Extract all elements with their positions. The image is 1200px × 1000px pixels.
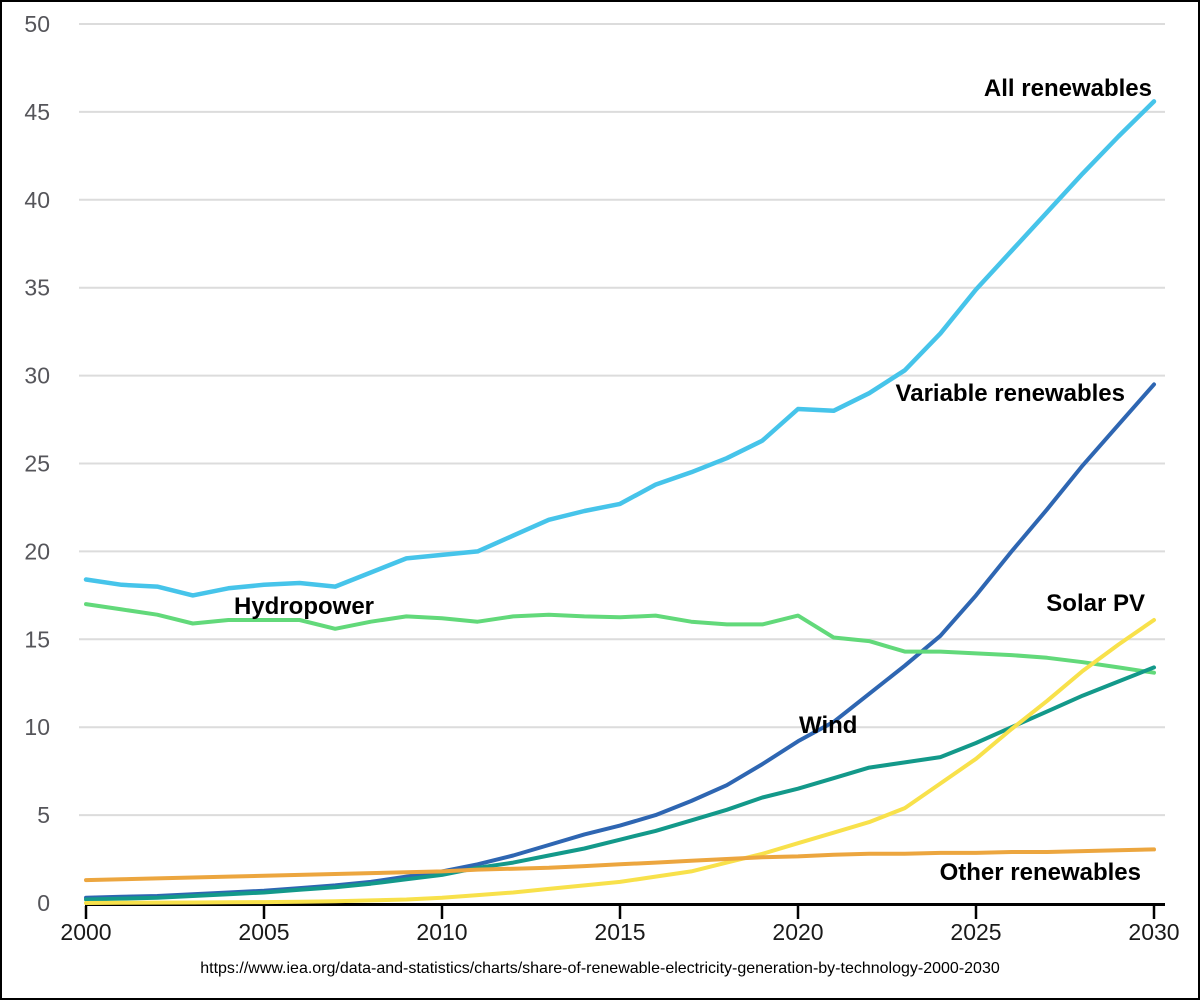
series-line-all-renewables — [83, 99, 1157, 598]
y-tick-label: 15 — [24, 626, 50, 652]
x-tick-label: 2010 — [416, 919, 467, 945]
series-line-other-renewables — [84, 847, 1156, 883]
y-tick-label: 5 — [37, 802, 50, 828]
y-tick-label: 45 — [24, 99, 50, 125]
series-label-all-renewables: All renewables — [984, 75, 1152, 102]
series-label-other-renewables: Other renewables — [940, 859, 1141, 886]
x-tick-label: 2030 — [1128, 919, 1179, 945]
y-tick-label: 0 — [37, 890, 50, 916]
series-line-solar-pv — [84, 618, 1156, 905]
source-url: https://www.iea.org/data-and-statistics/… — [200, 960, 1000, 977]
series-label-solar-pv: Solar PV — [1046, 590, 1145, 617]
y-tick-label: 20 — [24, 538, 50, 564]
x-tick-label: 2020 — [772, 919, 823, 945]
y-tick-label: 30 — [24, 363, 50, 389]
y-tick-label: 40 — [24, 187, 50, 213]
y-tick-label: 25 — [24, 451, 50, 477]
series-line-wind — [84, 665, 1156, 902]
y-tick-label: 35 — [24, 275, 50, 301]
series-label-variable-renewables: Variable renewables — [896, 380, 1125, 407]
series-label-wind: Wind — [799, 712, 857, 739]
y-tick-label: 10 — [24, 714, 50, 740]
series-label-hydropower: Hydropower — [234, 593, 374, 620]
series-line-hydropower — [84, 602, 1156, 675]
x-tick-label: 2000 — [60, 919, 111, 945]
x-tick-label: 2025 — [950, 919, 1001, 945]
series-line-variable-renewables — [84, 382, 1156, 900]
x-tick-label: 2015 — [594, 919, 645, 945]
y-tick-label: 50 — [24, 11, 50, 37]
x-tick-label: 2005 — [238, 919, 289, 945]
